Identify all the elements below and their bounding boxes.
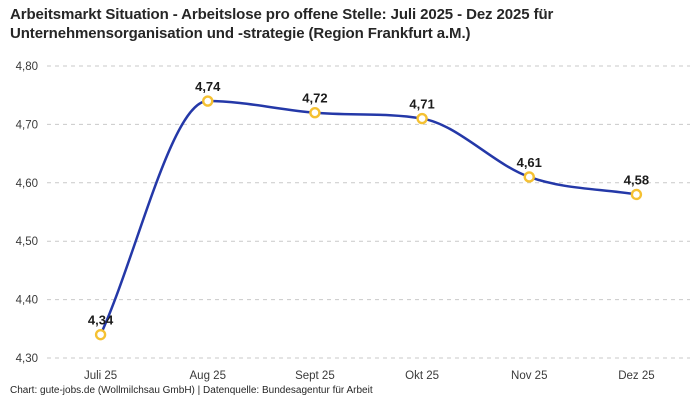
x-axis-tick-label: Nov 25: [511, 370, 547, 382]
y-axis-tick-label: 4,80: [16, 61, 38, 73]
data-point-marker[interactable]: [523, 171, 535, 183]
data-point-marker[interactable]: [202, 95, 214, 107]
chart-source-caption: Chart: gute-jobs.de (Wollmilchsau GmbH) …: [10, 385, 373, 396]
data-point-marker[interactable]: [94, 328, 107, 341]
x-axis-tick-label: Sept 25: [295, 370, 335, 382]
y-axis-tick-label: 4,40: [16, 295, 38, 307]
y-axis-tick-label: 4,60: [16, 178, 38, 190]
data-point-marker[interactable]: [309, 107, 321, 119]
data-point-label: 4,72: [302, 91, 327, 106]
data-point-marker[interactable]: [630, 188, 643, 201]
data-point-marker[interactable]: [416, 112, 428, 125]
y-axis-tick-label: 4,70: [16, 119, 38, 131]
y-axis-tick-label: 4,30: [16, 353, 38, 365]
x-axis-tick-label: Aug 25: [190, 370, 226, 382]
data-point-label: 4,61: [517, 155, 542, 170]
data-point-label: 4,74: [195, 79, 221, 94]
data-point-label: 4,34: [88, 313, 114, 328]
x-axis-tick-label: Juli 25: [84, 370, 117, 382]
chart-title: Arbeitsmarkt Situation - Arbeitslose pro…: [10, 6, 554, 42]
data-point-label: 4,71: [409, 97, 434, 112]
data-point-label: 4,58: [624, 172, 649, 187]
x-axis-tick-label: Dez 25: [618, 370, 654, 382]
x-axis-tick-label: Okt 25: [405, 370, 439, 382]
y-axis-tick-label: 4,50: [16, 236, 38, 248]
